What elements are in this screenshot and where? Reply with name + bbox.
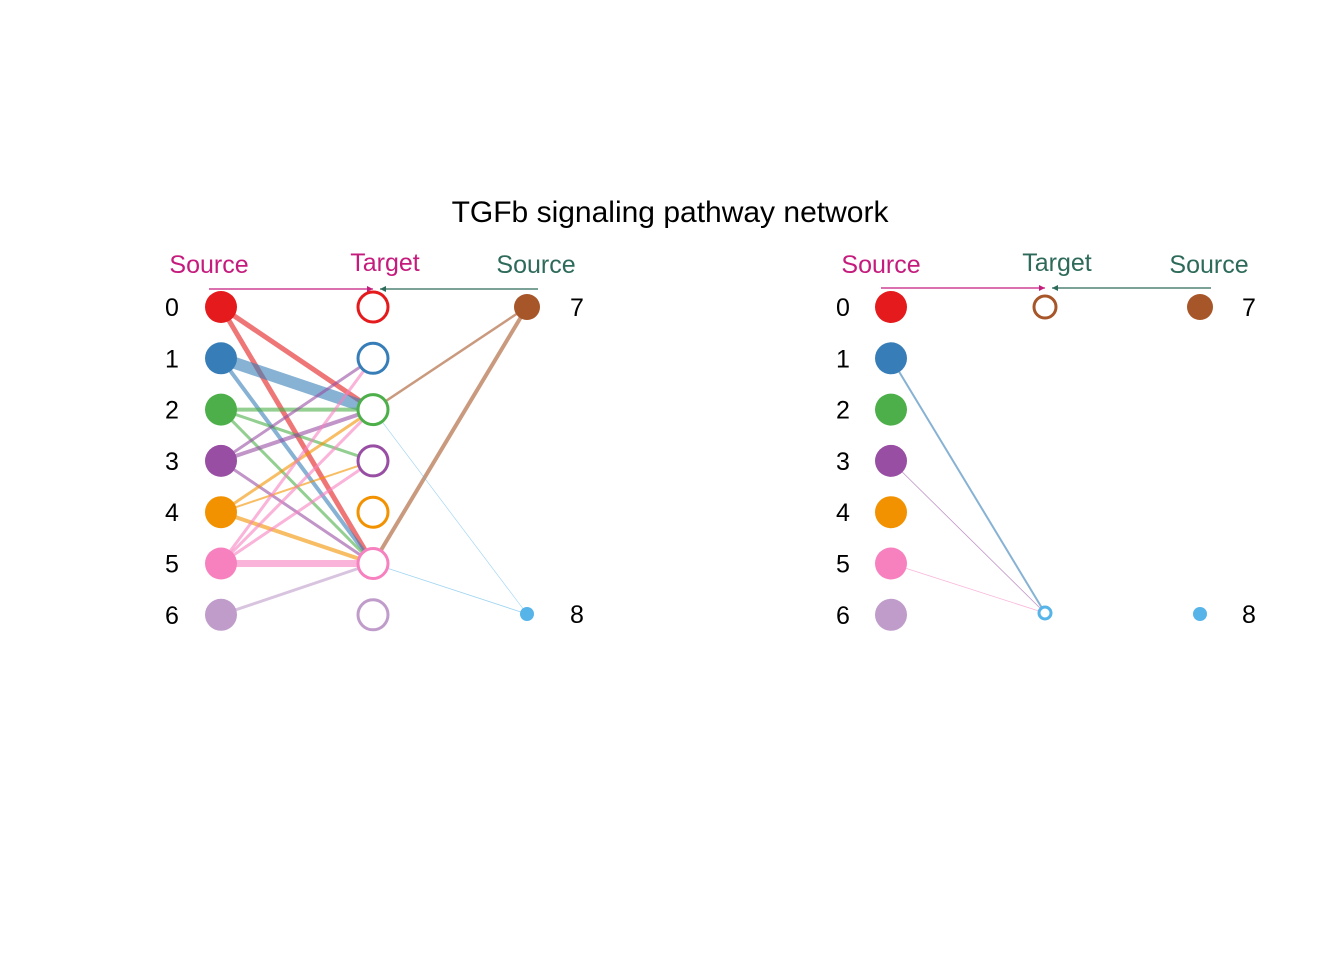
left-panel-nodes: 0 1 2 3 4 5 6 7 8 [165, 290, 584, 632]
right-panel-header: Source Target Source [841, 249, 1249, 291]
edge-right-1-to-8 [890, 357, 1046, 614]
edge-left-1-to-2 [219, 352, 375, 416]
figure-title: TGFb signaling pathway network [452, 196, 890, 229]
source-node-right-4 [875, 496, 907, 529]
target-node-left-1 [356, 341, 390, 375]
source-node-left-2 [205, 393, 237, 426]
left-panel-header: Source Target Source [169, 249, 576, 292]
source-right-label-right-7: 7 [1242, 294, 1256, 322]
source-label-left-5: 5 [165, 551, 179, 579]
source-label-right-2: 2 [836, 397, 850, 425]
source-node-left-3 [205, 444, 237, 477]
edge-left-8-to-2 [372, 409, 528, 615]
source-node-right-5 [875, 547, 907, 580]
source-label-right-0: 0 [836, 294, 850, 322]
target-node-left-6 [356, 598, 390, 632]
left-target-header: Target [350, 249, 420, 277]
source-label-right-4: 4 [836, 499, 850, 527]
edge-left-5-to-3 [220, 459, 374, 565]
right-target-header: Target [1022, 249, 1092, 277]
target-node-left-5 [356, 547, 390, 580]
source-node-right-0 [875, 291, 907, 323]
source-label-right-1: 1 [836, 345, 850, 373]
source-node-right-2 [875, 393, 907, 426]
source-right-label-left-8: 8 [570, 601, 584, 629]
edge-right-3-to-8 [890, 460, 1046, 614]
edge-left-5-to-1 [219, 357, 375, 565]
right-source-header: Source [841, 251, 920, 279]
target-node-right-8 [1037, 605, 1053, 621]
right-panel-nodes: 0 1 2 3 4 5 6 7 8 [836, 291, 1256, 631]
edge-left-3-to-2 [220, 407, 374, 463]
source-label-left-3: 3 [165, 448, 179, 476]
target-node-left-4 [356, 495, 390, 529]
source-label-left-1: 1 [165, 345, 179, 373]
source-node-right-6 [875, 598, 907, 631]
source-right-node-right-7 [1187, 294, 1213, 320]
target-node-left-3 [356, 444, 390, 478]
right-panel-edges [890, 357, 1046, 614]
edge-left-5-to-2 [219, 408, 375, 565]
source-right-node-right-8 [1193, 607, 1207, 621]
left-source-header: Source [169, 251, 248, 279]
source-right-node-left-8 [520, 607, 534, 621]
source-right-node-left-7 [514, 294, 540, 320]
source-node-left-1 [205, 342, 237, 375]
source-node-right-3 [875, 444, 907, 477]
source-label-right-5: 5 [836, 551, 850, 579]
source-node-left-6 [205, 598, 237, 631]
source-node-left-4 [205, 496, 237, 529]
source-label-left-2: 2 [165, 397, 179, 425]
edge-left-3-to-1 [220, 357, 374, 463]
left-source-right-header: Source [496, 251, 575, 279]
edge-left-0-to-2 [219, 304, 375, 412]
edge-right-5-to-8 [890, 563, 1046, 614]
source-label-right-3: 3 [836, 448, 850, 476]
source-label-left-4: 4 [165, 499, 179, 527]
edge-left-6-to-5 [220, 562, 374, 617]
edge-left-7-to-2 [372, 305, 528, 411]
target-node-left-0 [356, 290, 390, 324]
source-node-left-0 [205, 291, 237, 323]
target-node-right-7 [1032, 294, 1058, 320]
source-label-right-6: 6 [836, 602, 850, 630]
right-source-right-header: Source [1169, 251, 1248, 279]
source-label-left-6: 6 [165, 602, 179, 630]
left-panel-edges [218, 304, 529, 617]
edge-left-7-to-5 [371, 305, 529, 565]
source-label-left-0: 0 [165, 294, 179, 322]
target-node-left-2 [356, 393, 390, 427]
edge-left-8-to-5 [372, 563, 528, 615]
source-right-label-right-8: 8 [1242, 601, 1256, 629]
edge-left-4-to-5 [220, 510, 374, 566]
source-right-label-left-7: 7 [570, 294, 584, 322]
source-node-right-1 [875, 342, 907, 375]
source-node-left-5 [205, 547, 237, 580]
